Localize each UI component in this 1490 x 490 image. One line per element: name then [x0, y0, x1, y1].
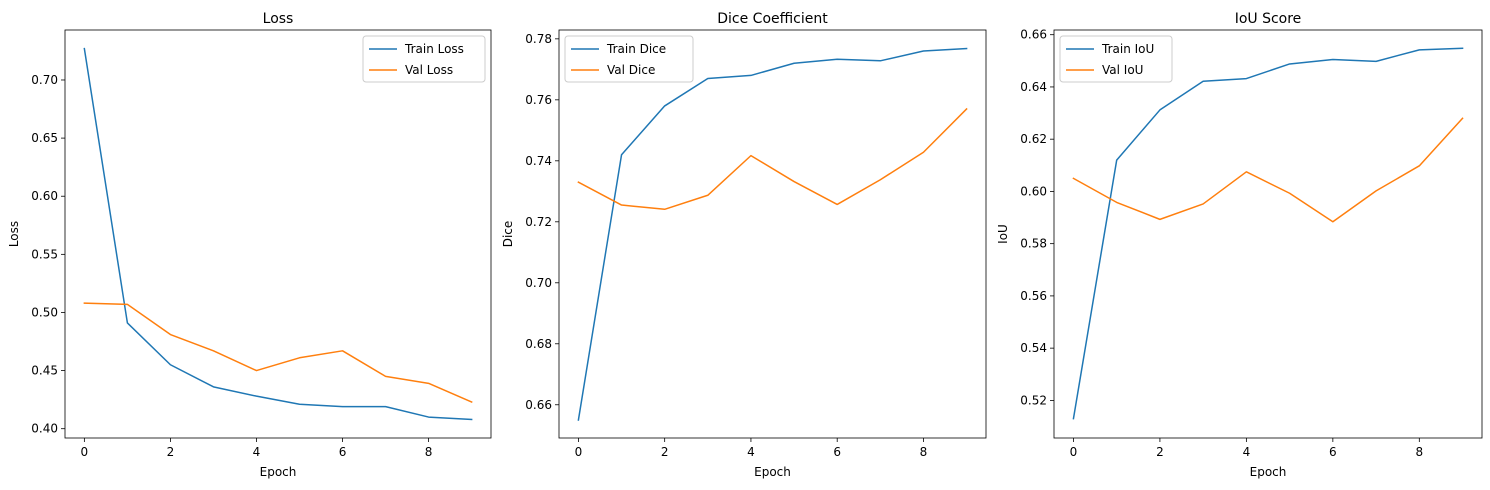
iou-y-tick-label: 0.54 — [1020, 341, 1047, 355]
train-iou-legend-label: Train IoU — [1101, 42, 1154, 56]
train-iou-line — [1072, 47, 1464, 420]
loss-x-tick-label: 8 — [425, 445, 433, 459]
iou-x-tick-label: 6 — [1329, 445, 1337, 459]
dice-y-tick-label: 0.66 — [525, 398, 552, 412]
dice-x-tick-label: 2 — [661, 445, 669, 459]
val-iou-legend-label: Val IoU — [1102, 63, 1143, 77]
dice-y-tick-label: 0.72 — [525, 215, 552, 229]
dice-plot-frame — [558, 29, 987, 439]
loss-y-tick-label: 0.65 — [31, 131, 58, 145]
iou-y-tick-label: 0.58 — [1020, 237, 1047, 251]
iou-y-tick-label: 0.52 — [1020, 393, 1047, 407]
dice-chart-title: Dice Coefficient — [717, 11, 828, 27]
dice-y-tick-label: 0.68 — [525, 337, 552, 351]
val-dice-legend-label: Val Dice — [607, 63, 655, 77]
iou-chart: IoU Score 0 2 4 6 8 0.52 0.54 0.56 0.58 0.60 0.62 0.… — [996, 11, 1483, 479]
iou-y-tick-label: 0.66 — [1020, 28, 1047, 42]
iou-y-tick-label: 0.62 — [1020, 132, 1047, 146]
iou-y-tick-label: 0.56 — [1020, 289, 1047, 303]
dice-y-axis-label: Dice — [501, 221, 515, 248]
iou-chart-title: IoU Score — [1235, 11, 1302, 27]
val-iou-line — [1072, 117, 1464, 223]
loss-x-tick-label: 4 — [253, 445, 261, 459]
iou-y-axis-label: IoU — [996, 224, 1010, 244]
iou-plot-frame — [1053, 29, 1483, 439]
val-loss-line — [83, 302, 473, 403]
dice-x-axis-label: Epoch — [754, 465, 791, 479]
val-loss-legend-label: Val Loss — [405, 63, 453, 77]
loss-x-axis-label: Epoch — [260, 465, 297, 479]
dice-x-tick-label: 6 — [833, 445, 841, 459]
train-loss-line — [83, 47, 473, 421]
dice-x-tick-label: 8 — [920, 445, 928, 459]
loss-y-tick-label: 0.45 — [31, 364, 58, 378]
iou-x-tick-label: 0 — [1070, 445, 1078, 459]
loss-chart-title: Loss — [263, 11, 294, 27]
loss-chart: Loss 0 2 4 6 8 0.40 0.45 0.50 0.55 0.60 0.65 0.70 Epo… — [7, 11, 492, 479]
loss-x-tick-label: 2 — [167, 445, 175, 459]
loss-y-tick-label: 0.55 — [31, 247, 58, 261]
loss-y-tick-label: 0.40 — [31, 422, 58, 436]
loss-y-axis-label: Loss — [7, 221, 21, 247]
loss-plot-frame — [64, 29, 492, 439]
dice-chart: Dice Coefficient 0 2 4 6 8 0.66 0.68 0.70 0.72 0.7… — [501, 11, 987, 479]
loss-x-tick-label: 0 — [81, 445, 89, 459]
train-dice-legend-label: Train Dice — [606, 42, 666, 56]
train-dice-line — [577, 47, 968, 421]
dice-x-tick-label: 4 — [747, 445, 755, 459]
val-dice-line — [577, 107, 968, 211]
iou-x-axis-label: Epoch — [1250, 465, 1287, 479]
iou-x-tick-label: 4 — [1243, 445, 1251, 459]
loss-x-tick-label: 6 — [339, 445, 347, 459]
dice-y-tick-label: 0.70 — [525, 276, 552, 290]
iou-x-tick-label: 8 — [1415, 445, 1423, 459]
dice-y-tick-label: 0.74 — [525, 154, 552, 168]
dice-y-tick-label: 0.76 — [525, 93, 552, 107]
train-loss-legend-label: Train Loss — [404, 42, 464, 56]
iou-x-tick-label: 2 — [1156, 445, 1164, 459]
loss-y-tick-label: 0.70 — [31, 73, 58, 87]
iou-y-tick-label: 0.60 — [1020, 184, 1047, 198]
dice-x-tick-label: 0 — [575, 445, 583, 459]
dice-y-tick-label: 0.78 — [525, 32, 552, 46]
loss-y-tick-label: 0.50 — [31, 305, 58, 319]
iou-y-tick-label: 0.64 — [1020, 80, 1047, 94]
loss-y-tick-label: 0.60 — [31, 189, 58, 203]
